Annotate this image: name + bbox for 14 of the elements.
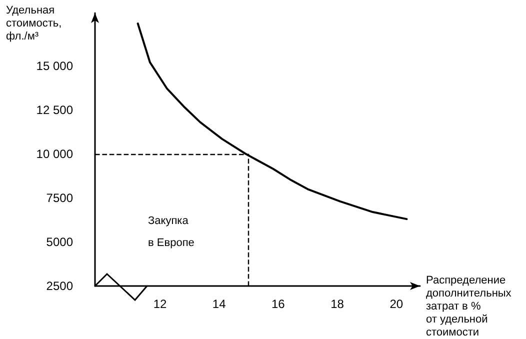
y-tick-label: 10 000 <box>36 146 74 161</box>
x-tick-label: 12 <box>153 297 167 311</box>
annotation: Закупка в Европе <box>148 215 194 249</box>
y-axis-title: Удельная стоимость, фл./м³ <box>6 4 62 42</box>
y-tick-label: 7500 <box>46 190 74 205</box>
x-axis-title: Распределение дополнительных затрат в % от удельной стоимости <box>426 274 512 338</box>
x-tick-label: 14 <box>212 297 226 311</box>
x-tick-label: 18 <box>330 297 344 311</box>
y-tick-label: 12 500 <box>36 102 74 117</box>
x-tick-label: 16 <box>272 297 286 311</box>
y-tick-label: 2500 <box>46 279 74 293</box>
x-tick-label: 20 <box>390 297 404 311</box>
y-tick-label: 15 000 <box>36 58 74 73</box>
y-tick-label: 5000 <box>46 234 74 249</box>
